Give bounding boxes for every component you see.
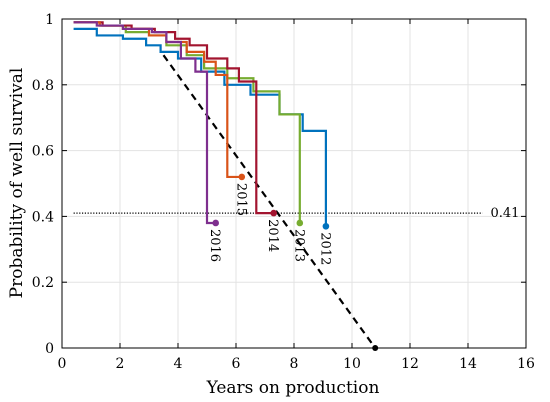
y-axis-ticks: 0 0.2 0.4 0.6 0.8 1 [32, 12, 526, 357]
y-tick-label: 0 [45, 341, 54, 357]
y-axis-title: Probability of well survival [7, 68, 27, 299]
y-tick-label: 0.6 [32, 144, 54, 160]
series-end-marker-2015 [238, 173, 246, 181]
trend-end-marker [372, 345, 379, 351]
x-tick-label: 16 [517, 356, 535, 372]
y-tick-label: 0.4 [32, 209, 54, 225]
series-end-marker-2012 [322, 222, 330, 230]
series-line-2012 [73, 27, 327, 227]
series-end-marker-2016 [212, 219, 219, 227]
x-tick-label: 4 [174, 356, 183, 372]
series-label-2015: 2015 [233, 183, 248, 216]
x-axis-title: Years on production [206, 378, 380, 398]
trend-dashed-line [162, 54, 377, 349]
y-tick-label: 1 [45, 12, 54, 28]
reference-line-label: 0.41 [491, 206, 520, 221]
x-tick-label: 6 [232, 356, 241, 372]
series-end-marker-2013 [296, 219, 304, 227]
series-line-2014 [73, 21, 274, 215]
series-label-2014: 2014 [265, 219, 280, 252]
series-label-2016: 2016 [207, 229, 222, 262]
grid [61, 18, 527, 349]
series-label-2012: 2012 [317, 232, 332, 265]
x-tick-label: 2 [116, 356, 125, 372]
x-tick-label: 14 [459, 356, 477, 372]
series-group [73, 21, 330, 230]
series-labels: 2012 2013 2014 2015 2016 [207, 183, 332, 265]
x-axis-ticks: 0 2 4 6 8 10 12 14 16 [58, 19, 535, 372]
y-tick-label: 0.8 [32, 78, 54, 94]
x-tick-label: 0 [58, 356, 67, 372]
series-end-marker-2014 [270, 209, 278, 217]
x-tick-label: 12 [401, 356, 419, 372]
reference-line: 0.41 [73, 206, 520, 221]
trend-line [162, 54, 379, 351]
series-label-2013: 2013 [291, 229, 306, 262]
x-tick-label: 8 [290, 356, 299, 372]
y-tick-label: 0.2 [32, 275, 54, 291]
series-line-2016 [73, 21, 216, 225]
x-tick-label: 10 [343, 356, 361, 372]
